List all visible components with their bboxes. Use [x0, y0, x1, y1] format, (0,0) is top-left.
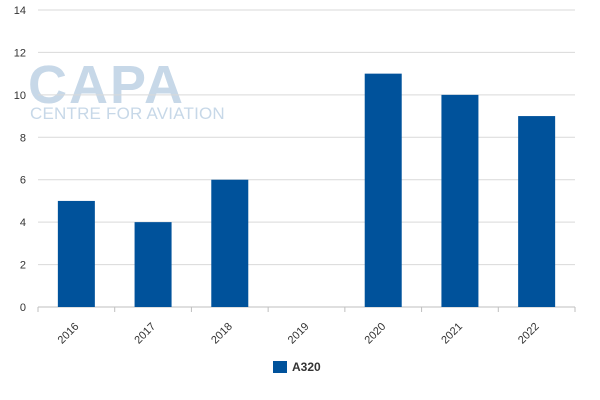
watermark-brand: CAPA [28, 55, 185, 115]
legend-swatch[interactable] [273, 361, 287, 373]
y-tick-label: 12 [14, 47, 26, 59]
x-tick-label: 2018 [209, 321, 235, 347]
legend[interactable]: A320 [273, 360, 321, 374]
y-tick-label: 10 [14, 90, 26, 102]
bars [57, 73, 556, 308]
capa-watermark-logo: CAPA CENTRE FOR AVIATION [28, 55, 225, 123]
y-tick-label: 8 [20, 132, 26, 144]
y-tick-label: 4 [20, 217, 26, 229]
y-tick-label: 2 [20, 260, 26, 272]
bar-2016[interactable] [57, 200, 95, 307]
bar-2017[interactable] [134, 222, 172, 307]
y-tick-label: 6 [20, 175, 26, 187]
bar-2021[interactable] [441, 94, 479, 307]
x-tick-label: 2016 [56, 321, 82, 347]
watermark-subtitle: CENTRE FOR AVIATION [30, 104, 225, 123]
bar-2022[interactable] [518, 116, 556, 307]
x-tick-label: 2020 [363, 321, 389, 347]
x-tick-label: 2019 [286, 321, 312, 347]
x-tick-label: 2021 [439, 321, 465, 347]
bar-2018[interactable] [211, 179, 249, 307]
x-tick-label: 2017 [132, 321, 158, 347]
gridlines [38, 9, 575, 308]
x-tick-label: 2022 [516, 321, 542, 347]
bar-2020[interactable] [364, 73, 402, 308]
legend-label[interactable]: A320 [292, 360, 321, 374]
y-tick-label: 0 [20, 302, 26, 314]
x-axis: 2016 2017 2018 2019 2020 2021 2022 [37, 307, 576, 347]
y-axis: 0 2 4 6 8 10 12 14 [14, 5, 26, 314]
y-tick-label: 14 [14, 5, 26, 17]
